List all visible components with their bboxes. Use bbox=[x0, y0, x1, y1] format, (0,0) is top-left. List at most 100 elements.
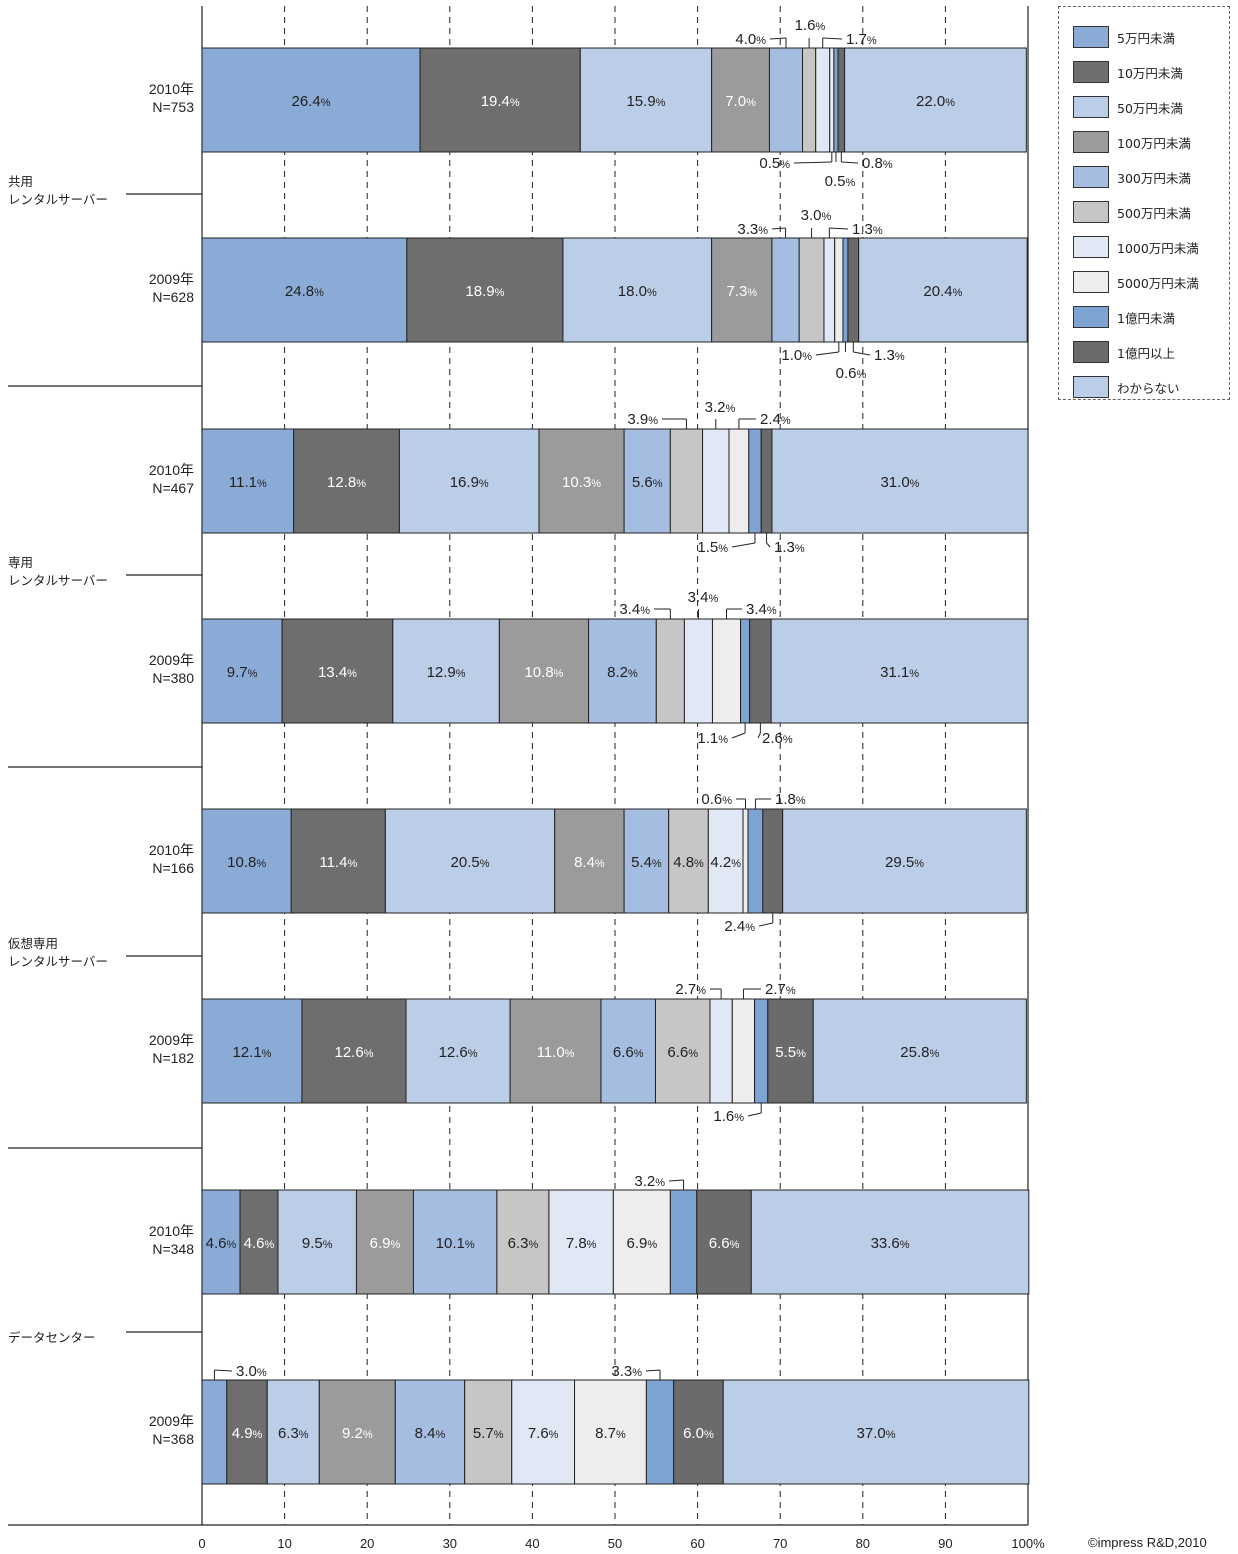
group-label: レンタルサーバー bbox=[8, 192, 108, 207]
bar-segment bbox=[579, 47, 713, 153]
bar-segment bbox=[548, 1189, 614, 1295]
group-label: 専用 bbox=[8, 555, 33, 570]
data-label: 12.1% bbox=[232, 1044, 271, 1061]
data-label: 10.8% bbox=[524, 664, 563, 681]
bar-segment bbox=[201, 237, 408, 343]
data-label: 9.7% bbox=[227, 664, 258, 681]
bar-segment bbox=[538, 428, 625, 534]
bar-segment bbox=[201, 998, 303, 1104]
callout-line bbox=[757, 732, 761, 739]
data-label: 2.7% bbox=[765, 981, 796, 998]
x-tick-label: 100% bbox=[1011, 1536, 1045, 1551]
bar-segment bbox=[588, 618, 657, 724]
legend-item: 5000万円未満 bbox=[1073, 270, 1199, 294]
bar-segment bbox=[574, 1379, 647, 1485]
legend-item: 1億円以上 bbox=[1073, 340, 1175, 364]
bar-segment bbox=[673, 1379, 724, 1485]
data-label: 4.6% bbox=[244, 1235, 275, 1252]
bar-segment bbox=[498, 618, 590, 724]
bar-segment bbox=[709, 998, 733, 1104]
bar-segment bbox=[419, 47, 581, 153]
bar-segment bbox=[201, 1379, 228, 1485]
data-label: 15.9% bbox=[626, 93, 665, 110]
data-label: 20.4% bbox=[923, 283, 962, 300]
data-label: 12.6% bbox=[334, 1044, 373, 1061]
bar-segment bbox=[722, 1379, 1030, 1485]
data-label: 4.0% bbox=[735, 31, 766, 48]
x-tick-label: 20 bbox=[360, 1536, 374, 1551]
callout-line bbox=[668, 1179, 684, 1182]
data-label: 7.0% bbox=[725, 93, 756, 110]
bar-segment bbox=[731, 998, 756, 1104]
legend-item: 5万円未満 bbox=[1073, 25, 1175, 49]
data-label: 12.6% bbox=[439, 1044, 478, 1061]
legend-swatch bbox=[1073, 376, 1109, 398]
data-label: 18.0% bbox=[618, 283, 657, 300]
bar-label: N=467 bbox=[152, 480, 194, 496]
data-label: 8.4% bbox=[574, 854, 605, 871]
x-tick-label: 90 bbox=[938, 1536, 952, 1551]
data-label: 3.3% bbox=[611, 1363, 642, 1380]
bar-segment bbox=[847, 237, 860, 343]
x-tick-label: 50 bbox=[608, 1536, 622, 1551]
callout-line bbox=[731, 732, 746, 739]
callout-line bbox=[645, 1369, 661, 1372]
legend-item: 300万円未満 bbox=[1073, 165, 1191, 189]
bar-label: 2010年 bbox=[149, 81, 194, 97]
callout-line bbox=[793, 161, 832, 164]
data-label: 1.5% bbox=[697, 539, 728, 556]
bar-segment bbox=[398, 428, 540, 534]
data-label: 5.6% bbox=[632, 474, 663, 491]
data-label: 6.0% bbox=[683, 1425, 714, 1442]
data-label: 26.4% bbox=[292, 93, 331, 110]
bar-segment bbox=[668, 808, 709, 914]
data-label: 37.0% bbox=[857, 1425, 896, 1442]
bar: 2009年 N=182 12.1% 12.6% 12.6% 11.0% 6.6% 6.6% 5.… bbox=[149, 981, 1027, 1125]
bar-segment bbox=[405, 998, 511, 1104]
bar-segment bbox=[277, 1189, 357, 1295]
data-label: 22.0% bbox=[916, 93, 955, 110]
bar-segment bbox=[771, 237, 800, 343]
data-label: 5.7% bbox=[473, 1425, 504, 1442]
data-label: 3.0% bbox=[801, 207, 832, 224]
bar-segment bbox=[823, 237, 836, 343]
data-label: 1.6% bbox=[795, 17, 826, 34]
legend-item: 500万円未満 bbox=[1073, 200, 1191, 224]
group-label: 仮想専用 bbox=[8, 936, 58, 951]
data-label: 8.2% bbox=[607, 664, 638, 681]
callout-line bbox=[822, 37, 843, 40]
bar-segment bbox=[749, 618, 772, 724]
bar-segment bbox=[623, 428, 671, 534]
x-tick-label: 60 bbox=[690, 1536, 704, 1551]
legend-swatch bbox=[1073, 26, 1109, 48]
data-label: 8.7% bbox=[595, 1425, 626, 1442]
bar-segment bbox=[771, 428, 1029, 534]
bar-segment bbox=[711, 47, 770, 153]
legend-item: 100万円未満 bbox=[1073, 130, 1191, 154]
bar-label: N=182 bbox=[152, 1050, 194, 1066]
data-label: 29.5% bbox=[885, 854, 924, 871]
legend-swatch bbox=[1073, 306, 1109, 328]
callout-line bbox=[815, 351, 839, 356]
data-label: 13.4% bbox=[318, 664, 357, 681]
legend-swatch bbox=[1073, 201, 1109, 223]
bar: 2010年 N=753 26.4% 19.4% 15.9% 7.0% 22.0% 4.0% 1.… bbox=[149, 17, 1027, 190]
bar-segment bbox=[707, 808, 744, 914]
data-label: 0.5% bbox=[759, 155, 790, 172]
x-tick-label: 70 bbox=[773, 1536, 787, 1551]
bar-segment bbox=[496, 1189, 550, 1295]
data-label: 6.9% bbox=[370, 1235, 401, 1252]
data-label: 11.1% bbox=[229, 474, 267, 491]
bar-label: N=166 bbox=[152, 860, 194, 876]
data-label: 6.6% bbox=[667, 1044, 698, 1061]
data-label: 0.5% bbox=[825, 173, 856, 190]
bar-segment bbox=[645, 1379, 675, 1485]
legend-item: 10万円未満 bbox=[1073, 60, 1183, 84]
legend: 5万円未満 10万円未満 50万円未満 100万円未満 300万円未満 500万円未満 10… bbox=[1058, 6, 1230, 400]
data-label: 9.5% bbox=[302, 1235, 333, 1252]
callout-line bbox=[758, 922, 773, 927]
data-label: 25.8% bbox=[900, 1044, 939, 1061]
bar-segment bbox=[842, 237, 849, 343]
bar-label: 2010年 bbox=[149, 462, 194, 478]
legend-label: 10万円未満 bbox=[1117, 65, 1183, 81]
